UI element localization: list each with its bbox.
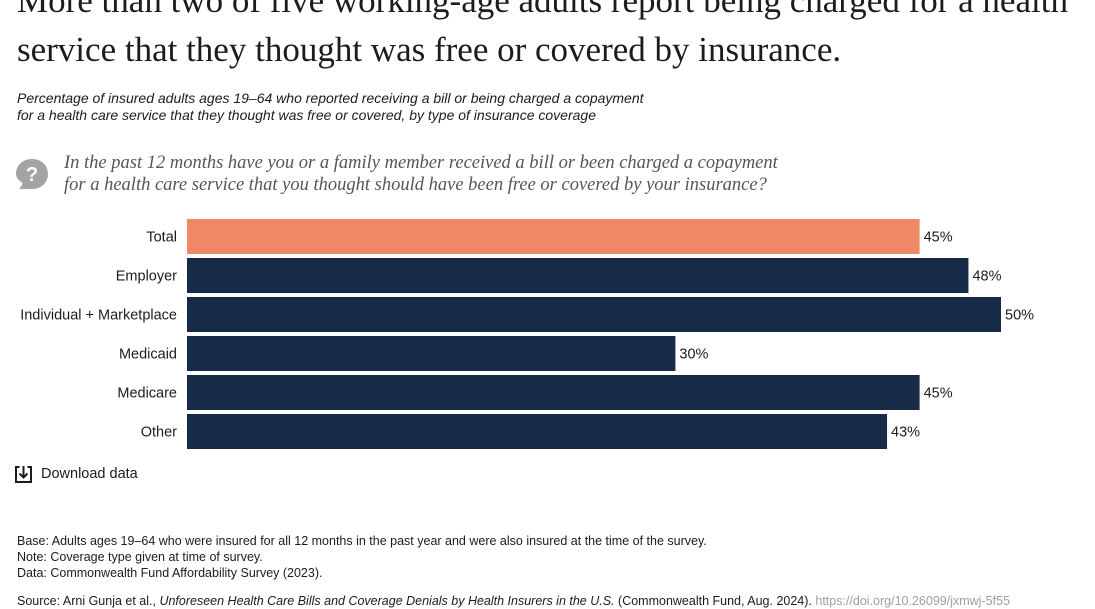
subtitle-line-1: Percentage of insured adults ages 19–64 … — [17, 90, 644, 106]
question-line-2: for a health care service that you thoug… — [64, 175, 767, 195]
source-publisher: (Commonwealth Fund, Aug. 2024). — [618, 594, 812, 608]
bar-medicare — [187, 375, 920, 410]
bar-other — [187, 414, 888, 449]
category-label-other: Other — [141, 425, 177, 441]
question-line-1: In the past 12 months have you or a fami… — [64, 153, 778, 173]
note-coverage: Note: Coverage type given at time of sur… — [17, 550, 263, 564]
category-label-medicaid: Medicaid — [119, 347, 177, 363]
bar-total — [187, 219, 920, 254]
source-prefix: Source: Arni Gunja et al., — [17, 594, 156, 608]
chart-notes: Base: Adults ages 19–64 who were insured… — [17, 533, 707, 581]
value-label-individual-marketplace: 50% — [1005, 308, 1034, 324]
page-title: More than two of five working-age adults… — [17, 0, 1087, 74]
category-label-employer: Employer — [116, 269, 177, 285]
note-base: Base: Adults ages 19–64 who were insured… — [17, 534, 707, 548]
value-label-other: 43% — [891, 425, 920, 441]
subtitle-line-2: for a health care service that they thou… — [17, 107, 596, 123]
svg-text:?: ? — [26, 164, 38, 186]
bar-individual-marketplace — [187, 297, 1001, 332]
download-icon — [15, 465, 32, 483]
source-link[interactable]: https://doi.org/10.26099/jxmwj-5f55 — [815, 594, 1010, 608]
value-label-medicaid: 30% — [679, 347, 708, 363]
value-label-employer: 48% — [972, 269, 1001, 285]
bar-chart: Total 45% Employer 48% Individual + Marketpl… — [20, 219, 1034, 449]
source-line: Source: Arni Gunja et al., Unforeseen He… — [17, 593, 1010, 609]
title-line-2: service that they thought was free or co… — [17, 30, 842, 69]
category-label-total: Total — [146, 230, 177, 246]
source-citation: Unforeseen Health Care Bills and Coverag… — [159, 594, 615, 608]
download-data-label: Download data — [41, 466, 138, 482]
chart-subtitle: Percentage of insured adults ages 19–64 … — [17, 90, 737, 124]
bar-employer — [187, 258, 969, 293]
title-line-1: More than two of five working-age adults… — [17, 0, 1068, 20]
value-label-total: 45% — [924, 230, 953, 246]
survey-question: In the past 12 months have you or a fami… — [64, 152, 844, 196]
category-label-individual-marketplace: Individual + Marketplace — [20, 308, 177, 324]
category-label-medicare: Medicare — [117, 386, 177, 402]
download-data-button[interactable]: Download data — [14, 463, 138, 485]
note-data-source: Data: Commonwealth Fund Affordability Su… — [17, 566, 323, 580]
value-label-medicare: 45% — [924, 386, 953, 402]
question-bubble-icon: ? — [16, 159, 48, 189]
bar-medicaid — [187, 336, 676, 371]
